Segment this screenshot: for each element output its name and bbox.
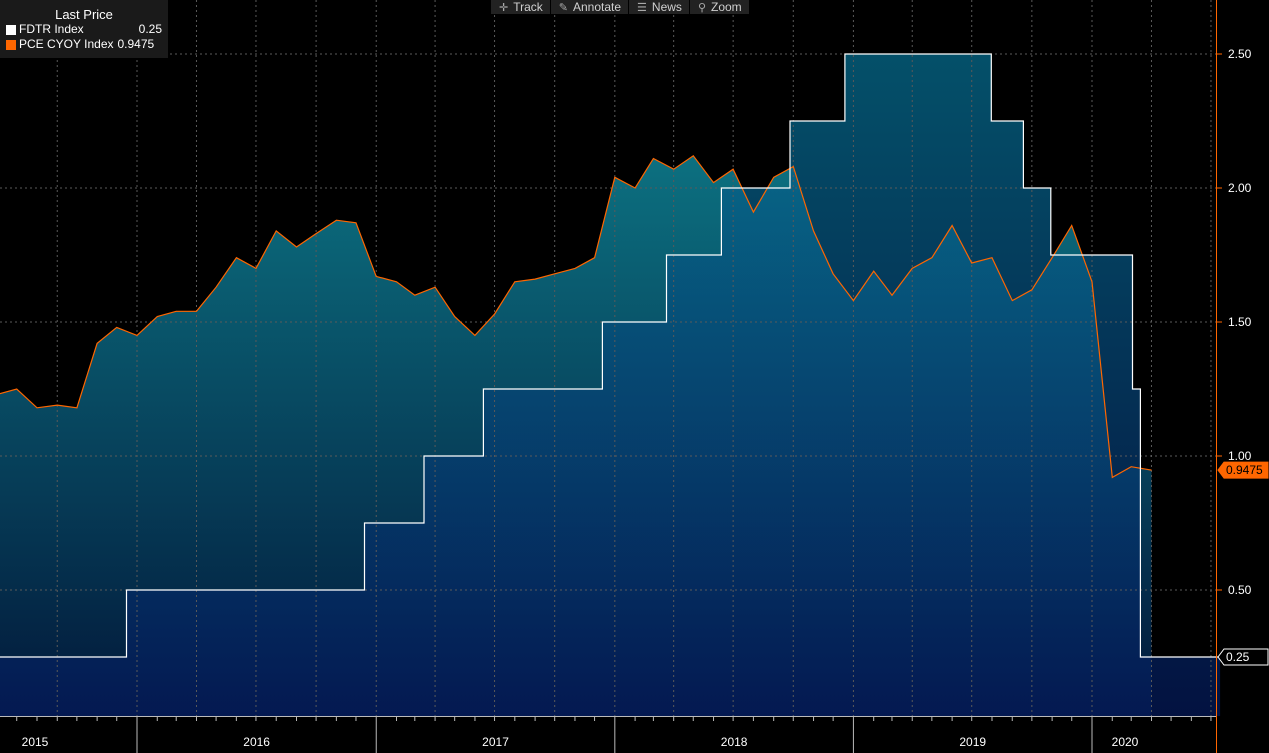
x-tick-label: 2015 xyxy=(22,735,49,749)
legend-swatch-pce xyxy=(6,39,16,50)
pce-line xyxy=(0,154,1152,479)
legend-name-fdtr: FDTR Index xyxy=(19,22,84,36)
legend-item-pce[interactable]: PCE CYOY Index 0.9475 xyxy=(0,37,168,52)
news-icon: ☰ xyxy=(637,1,647,14)
annotate-button[interactable]: ✎ Annotate xyxy=(551,0,630,14)
pen-icon: ✎ xyxy=(558,1,568,14)
pce-last-value-flag xyxy=(1217,461,1269,479)
y-tick-label: 0.50 xyxy=(1228,583,1252,597)
legend-name-pce: PCE CYOY Index xyxy=(19,37,114,51)
news-label: News xyxy=(651,0,682,14)
pce-last-value-flag-label: 0.9475 xyxy=(1226,463,1263,477)
legend-value-pce: 0.9475 xyxy=(117,37,155,51)
x-tick-label: 2018 xyxy=(721,735,748,749)
fdtr-last-value-flag-label: 0.25 xyxy=(1226,650,1250,664)
track-button[interactable]: ✛ Track xyxy=(491,0,551,14)
magnifier-icon: ⚲ xyxy=(697,1,706,14)
y-tick-label: 1.50 xyxy=(1228,315,1252,329)
zoom-label: Zoom xyxy=(711,0,742,14)
fdtr-last-value-flag xyxy=(1217,648,1269,666)
legend-item-fdtr[interactable]: FDTR Index 0.25 xyxy=(0,22,168,37)
y-tick-label: 2.00 xyxy=(1228,181,1252,195)
fdtr-area xyxy=(0,54,1221,716)
zoom-button[interactable]: ⚲ Zoom xyxy=(690,0,750,14)
x-tick-label: 2019 xyxy=(959,735,986,749)
x-tick-label: 2020 xyxy=(1112,735,1139,749)
track-label: Track xyxy=(513,0,543,14)
y-tick-label: 2.50 xyxy=(1228,47,1252,61)
legend-header: Last Price xyxy=(55,7,113,22)
annotate-label: Annotate xyxy=(573,0,622,14)
x-tick-label: 2016 xyxy=(243,735,270,749)
news-button[interactable]: ☰ News xyxy=(629,0,690,14)
legend-panel: Last Price FDTR Index 0.25 PCE CYOY Inde… xyxy=(0,0,168,58)
x-tick-label: 2017 xyxy=(482,735,509,749)
fdtr-line xyxy=(0,53,1221,658)
y-tick-label: 1.00 xyxy=(1228,449,1252,463)
crosshair-icon: ✛ xyxy=(499,1,509,14)
chart-toolbar: ✛ Track ✎ Annotate ☰ News ⚲ Zoom xyxy=(491,0,750,14)
legend-value-fdtr: 0.25 xyxy=(138,22,162,36)
legend-swatch-fdtr xyxy=(6,24,16,35)
